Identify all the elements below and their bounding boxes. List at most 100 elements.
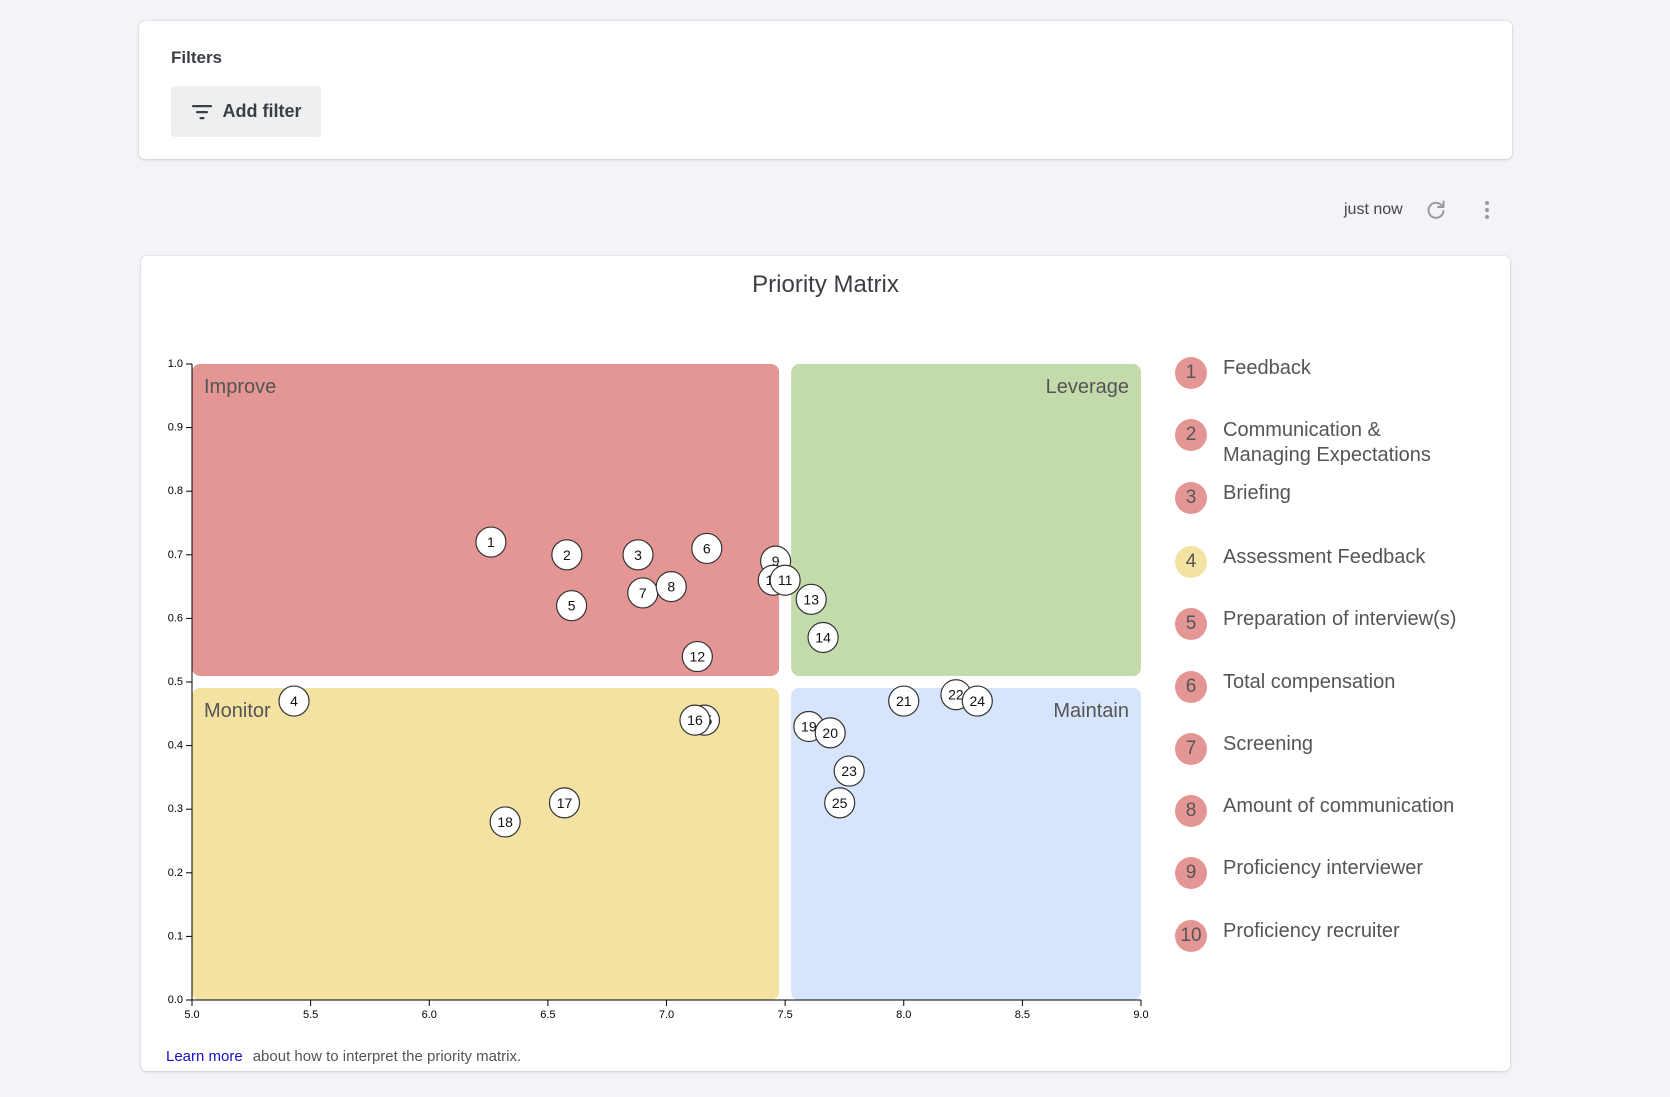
data-point-20[interactable]: 20 xyxy=(814,717,846,749)
legend-number-badge: 8 xyxy=(1175,795,1207,827)
data-point-11[interactable]: 11 xyxy=(769,564,801,596)
data-point-2[interactable]: 2 xyxy=(551,539,583,571)
chart-footer-note: Learn more about how to interpret the pri… xyxy=(166,1048,521,1065)
data-point-label: 13 xyxy=(803,591,819,607)
data-point-marker xyxy=(655,571,687,603)
data-point-marker xyxy=(622,539,654,571)
legend-item: 1 Feedback xyxy=(1175,356,1463,389)
data-point-8[interactable]: 8 xyxy=(655,571,687,603)
data-point-label: 14 xyxy=(815,629,831,645)
data-point-marker xyxy=(961,685,993,717)
priority-matrix-card: Priority Matrix Improve Leverage Monitor Ma… xyxy=(141,256,1510,1071)
quadrant-label-maintain: Maintain xyxy=(1053,700,1129,722)
y-tick-label: 0.7 xyxy=(168,549,183,561)
legend-label: Proficiency interviewer xyxy=(1223,857,1424,879)
data-point-7[interactable]: 7 xyxy=(627,577,659,609)
legend-label: Communication & Managing Expectations xyxy=(1223,419,1431,466)
data-point-12[interactable]: 12 xyxy=(681,640,713,673)
data-point-4[interactable]: 4 xyxy=(278,685,310,717)
legend-label: Amount of communication xyxy=(1223,795,1455,817)
legend-item: 7 Screening xyxy=(1175,732,1463,765)
add-filter-button[interactable]: Add filter xyxy=(171,86,321,137)
data-point-label: 5 xyxy=(568,598,576,614)
legend-label: Screening xyxy=(1223,733,1314,755)
y-tick-label: 0.2 xyxy=(168,867,183,879)
data-point-13[interactable]: 13 xyxy=(795,583,827,615)
y-tick-label: 0.5 xyxy=(168,676,183,688)
data-point-marker xyxy=(691,532,723,565)
y-tick-label: 0.0 xyxy=(168,994,183,1006)
more-vertical-icon[interactable] xyxy=(1475,198,1499,222)
quadrant-maintain xyxy=(791,688,1141,1000)
data-point-24[interactable]: 24 xyxy=(961,685,993,717)
data-point-label: 18 xyxy=(497,814,513,830)
data-point-5[interactable]: 5 xyxy=(556,590,588,622)
filter-icon xyxy=(191,104,212,119)
data-point-21[interactable]: 21 xyxy=(888,685,920,717)
x-tick-label: 6.0 xyxy=(422,1009,437,1021)
data-point-label: 19 xyxy=(801,719,817,735)
data-point-17[interactable]: 17 xyxy=(548,787,581,819)
data-point-label: 17 xyxy=(557,795,573,811)
refresh-icon[interactable] xyxy=(1424,198,1448,222)
x-tick-label: 5.5 xyxy=(303,1009,318,1021)
legend-item: 8 Amount of communication xyxy=(1175,794,1463,827)
data-point-marker xyxy=(769,564,801,596)
data-point-label: 20 xyxy=(822,725,838,741)
filters-card: Filters Add filter xyxy=(139,21,1512,159)
data-point-label: 9 xyxy=(772,553,780,569)
y-tick-label: 0.1 xyxy=(168,930,183,942)
learn-more-link[interactable]: Learn more xyxy=(166,1048,243,1065)
data-point-label: 8 xyxy=(667,579,675,595)
data-point-label: 16 xyxy=(687,712,703,728)
legend-number-badge: 4 xyxy=(1175,546,1207,578)
last-updated-timestamp: just now xyxy=(1344,201,1403,218)
data-point-18[interactable]: 18 xyxy=(489,806,521,838)
x-tick-label: 6.5 xyxy=(540,1009,555,1021)
legend-label: Briefing xyxy=(1223,482,1291,504)
data-point-marker xyxy=(679,704,711,736)
legend-number-badge: 10 xyxy=(1175,920,1207,952)
data-point-14[interactable]: 14 xyxy=(807,621,839,654)
y-tick-label: 0.3 xyxy=(168,803,183,815)
legend-number-badge: 5 xyxy=(1175,608,1207,640)
data-point-marker xyxy=(814,717,846,749)
legend-number-badge: 7 xyxy=(1175,733,1207,765)
legend-number-badge: 1 xyxy=(1175,357,1207,389)
x-tick-label: 7.5 xyxy=(777,1009,792,1021)
data-point-label: 23 xyxy=(841,763,857,779)
footer-text: about how to interpret the priority matr… xyxy=(252,1048,522,1065)
legend-item: 9 Proficiency interviewer xyxy=(1175,856,1463,889)
legend-label: Preparation of interview(s) xyxy=(1223,608,1457,630)
priority-matrix-chart: Improve Leverage Monitor Maintain 0.0 0.1 0.2 0… xyxy=(168,358,1149,1021)
data-point-marker xyxy=(489,806,521,838)
data-point-23[interactable]: 23 xyxy=(833,755,865,787)
data-point-marker xyxy=(833,755,865,787)
data-point-marker xyxy=(278,685,310,717)
y-tick-label: 0.9 xyxy=(168,422,183,434)
data-point-3[interactable]: 3 xyxy=(622,539,654,571)
quadrant-label-leverage: Leverage xyxy=(1046,376,1129,398)
data-point-6[interactable]: 6 xyxy=(691,532,723,565)
data-point-1[interactable]: 1 xyxy=(475,526,507,558)
data-point-label: 3 xyxy=(634,547,642,563)
data-point-marker xyxy=(795,583,827,615)
data-point-25[interactable]: 25 xyxy=(824,787,856,819)
legend-item: 10 Proficiency recruiter xyxy=(1175,919,1463,952)
data-point-label: 4 xyxy=(290,693,298,709)
legend-item: 5 Preparation of interview(s) xyxy=(1175,607,1463,640)
x-tick-label: 7.0 xyxy=(659,1009,674,1021)
quadrant-monitor xyxy=(192,688,780,1000)
legend-item: 2 Communication & Managing Expectations xyxy=(1175,418,1463,468)
quadrant-label-improve: Improve xyxy=(204,376,276,398)
data-point-16[interactable]: 16 xyxy=(679,704,711,736)
quadrant-leverage xyxy=(791,364,1141,676)
x-tick-label: 8.5 xyxy=(1015,1009,1030,1021)
legend-number-badge: 9 xyxy=(1175,857,1207,889)
y-tick-label: 0.4 xyxy=(168,740,183,752)
data-point-marker xyxy=(551,539,583,571)
x-tick-label: 9.0 xyxy=(1133,1009,1148,1021)
legend-item: 6 Total compensation xyxy=(1175,670,1463,703)
x-tick-label: 5.0 xyxy=(184,1009,199,1021)
data-point-marker xyxy=(807,621,839,654)
